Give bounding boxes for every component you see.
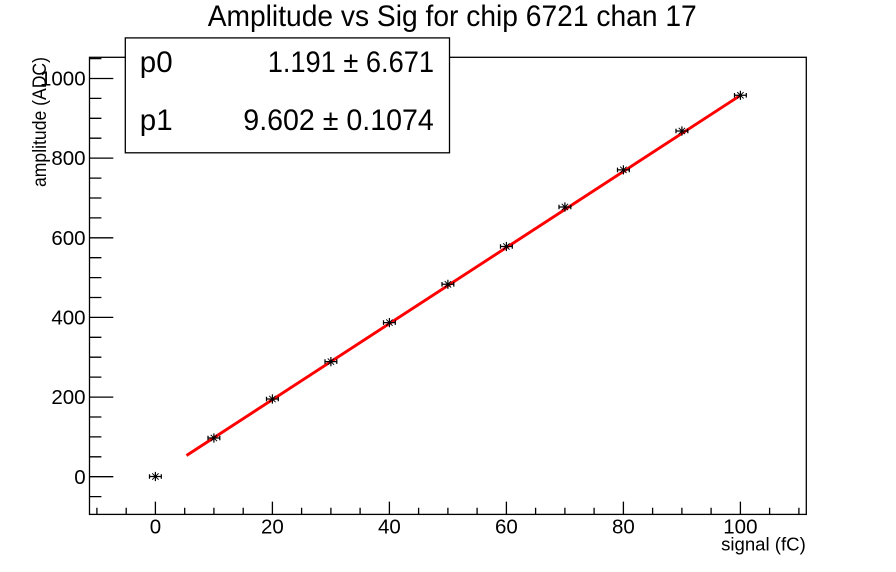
- svg-text:9.602 ± 0.1074: 9.602 ± 0.1074: [243, 104, 433, 137]
- svg-text:amplitude (ADC): amplitude (ADC): [29, 57, 51, 187]
- svg-text:800: 800: [51, 147, 85, 170]
- svg-text:80: 80: [612, 516, 635, 539]
- svg-text:p0: p0: [140, 46, 173, 79]
- svg-text:400: 400: [51, 307, 85, 330]
- svg-text:0: 0: [150, 516, 161, 539]
- svg-text:60: 60: [495, 516, 518, 539]
- svg-text:600: 600: [51, 227, 85, 250]
- svg-text:1000: 1000: [40, 68, 86, 91]
- svg-text:1.191 ± 6.671: 1.191 ± 6.671: [268, 46, 434, 79]
- svg-text:200: 200: [51, 386, 85, 409]
- svg-text:p1: p1: [140, 104, 173, 137]
- svg-text:signal (fC): signal (fC): [721, 534, 806, 555]
- svg-text:Amplitude vs Sig for chip 6721: Amplitude vs Sig for chip 6721 chan 17: [208, 0, 697, 33]
- svg-text:0: 0: [74, 466, 85, 489]
- svg-text:100: 100: [723, 516, 757, 539]
- svg-text:20: 20: [261, 516, 284, 539]
- svg-text:40: 40: [378, 516, 401, 539]
